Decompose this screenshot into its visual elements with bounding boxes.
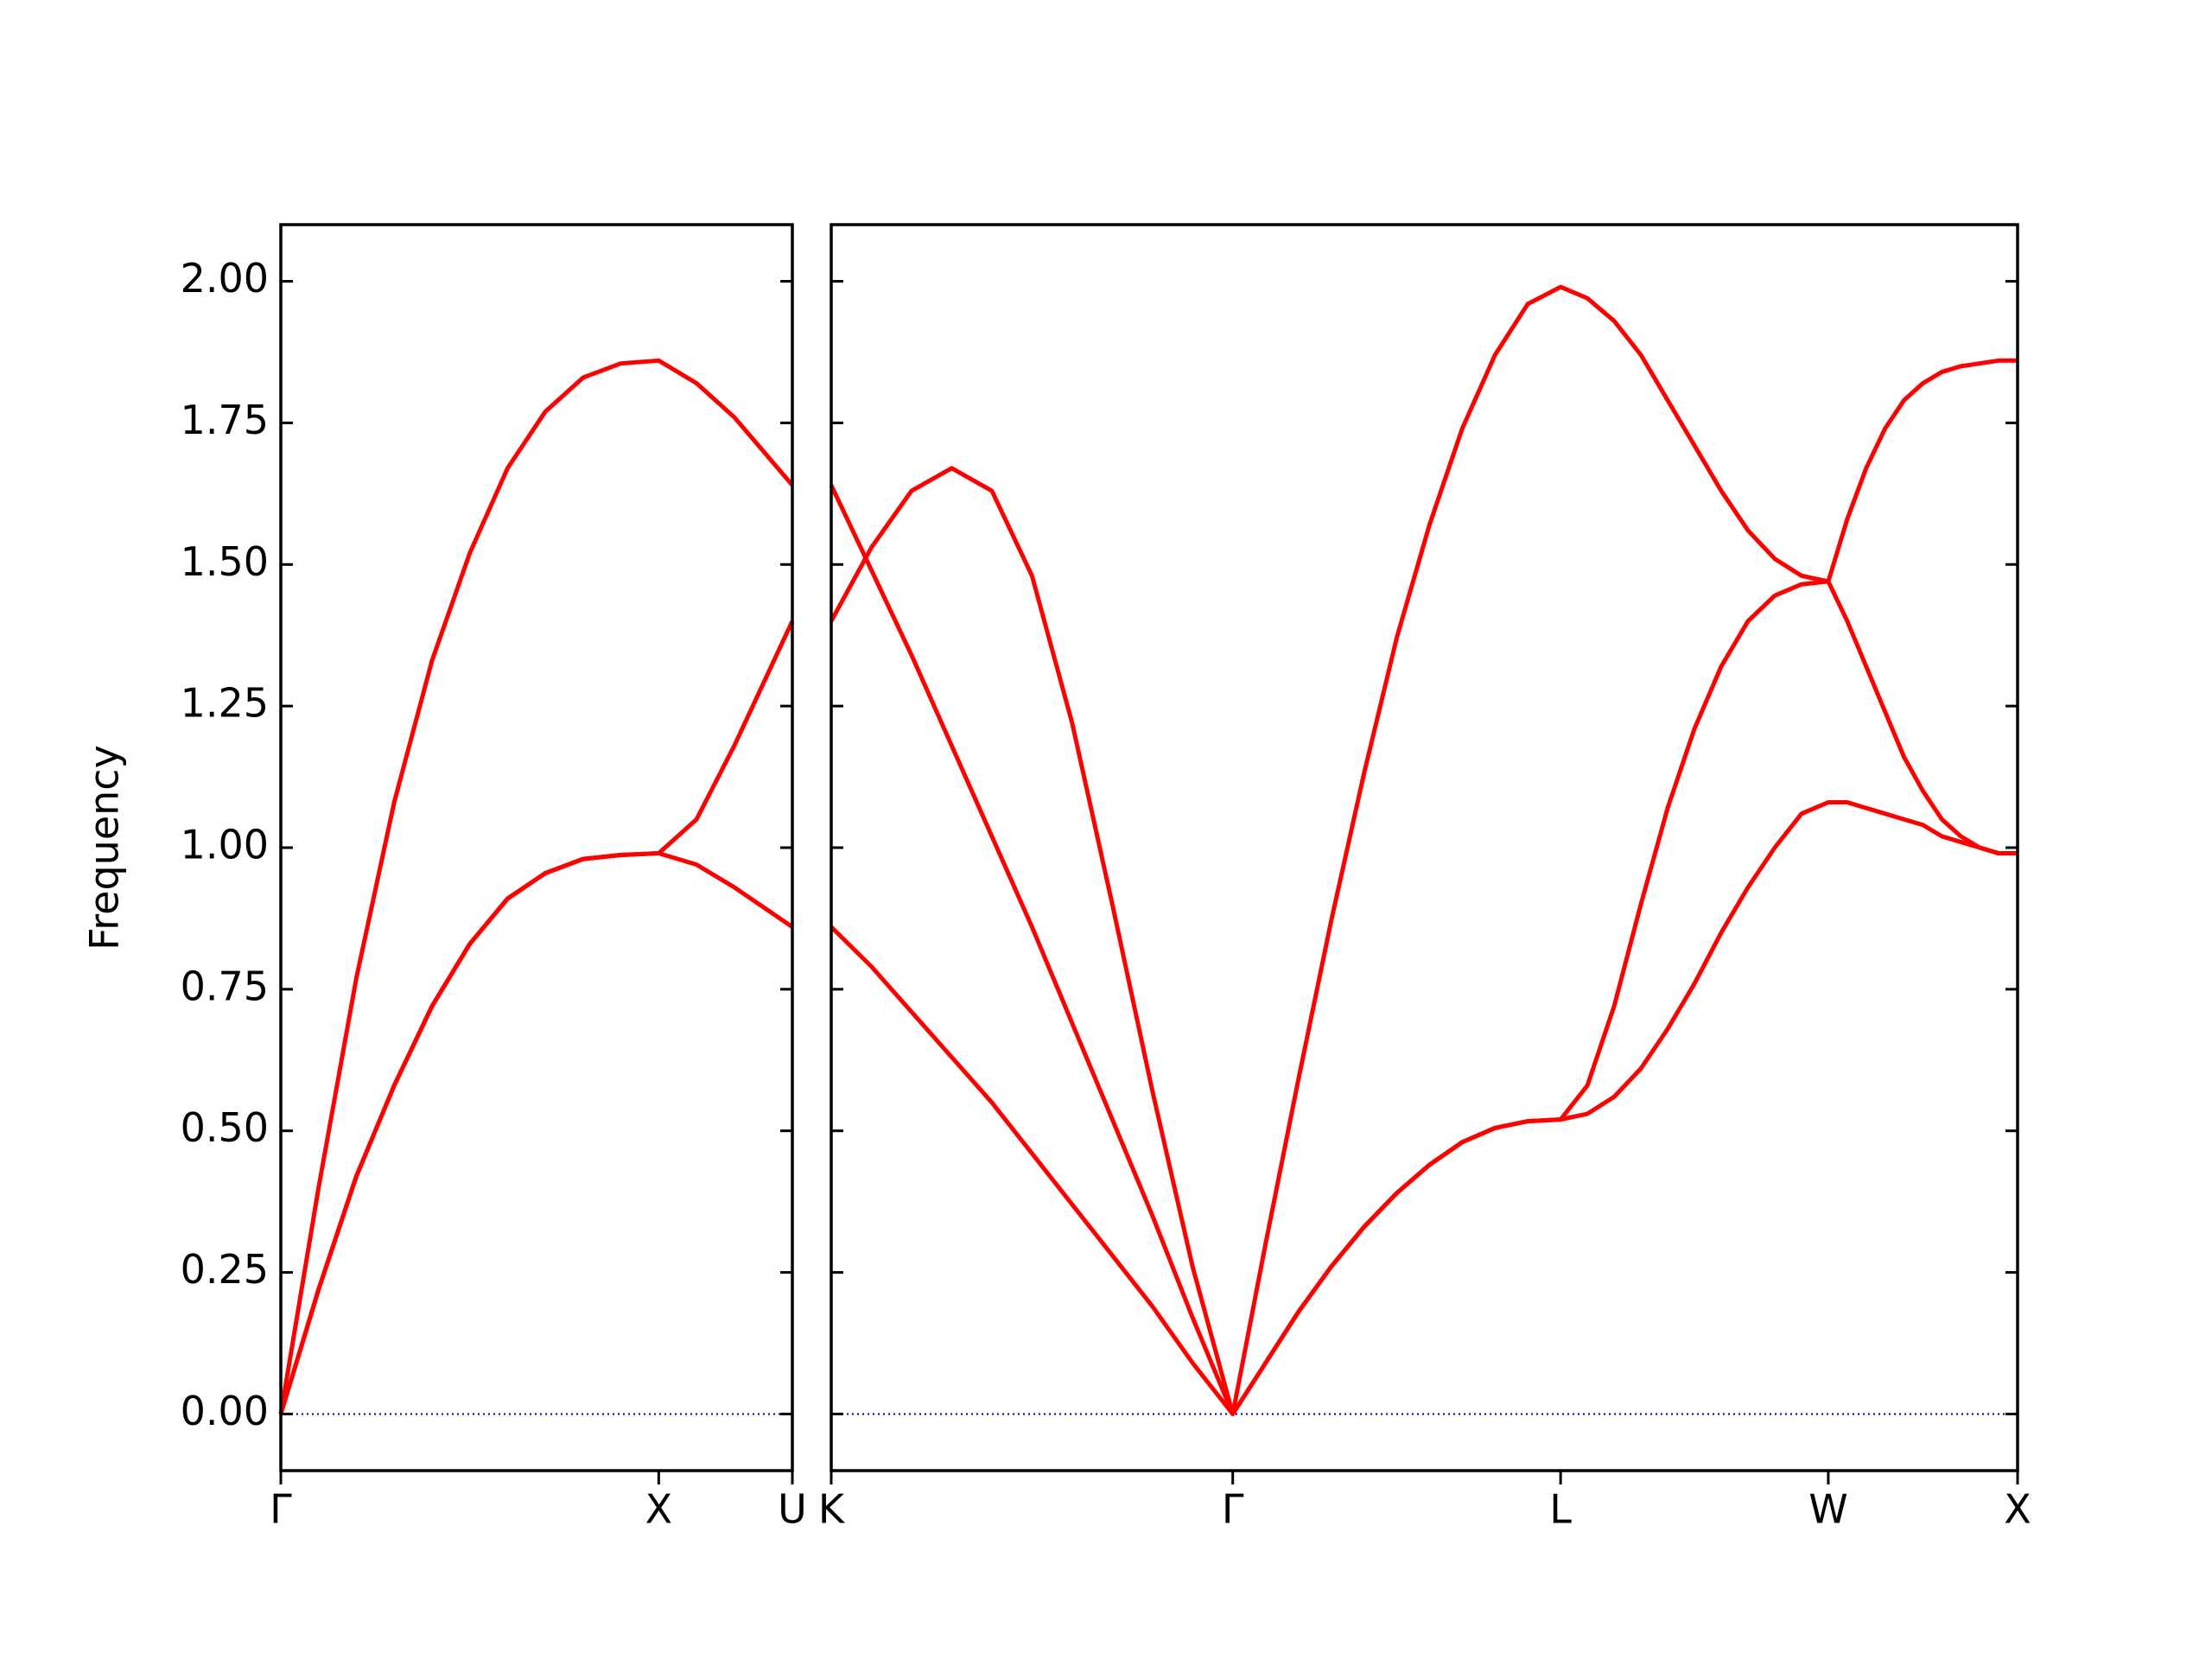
y-tick-label: 0.75 <box>181 963 269 1009</box>
y-tick-label: 1.50 <box>181 538 269 585</box>
y-tick-label: 0.00 <box>181 1388 269 1434</box>
band-line <box>829 284 2018 1416</box>
band-line <box>830 800 2018 1416</box>
band-line <box>278 620 795 1415</box>
x-tick-label: K <box>818 1486 846 1533</box>
x-tick-label: X <box>645 1486 673 1533</box>
plot-frame <box>279 223 794 1472</box>
x-tick-label: X <box>2004 1486 2031 1533</box>
y-tick-label: 1.00 <box>181 822 269 868</box>
x-tick-label: U <box>778 1486 807 1533</box>
plot-frame <box>830 223 2019 1472</box>
y-tick-label: 2.00 <box>181 255 269 302</box>
x-tick-label: Γ <box>270 1486 292 1533</box>
y-axis-label: Frequency <box>81 745 128 950</box>
x-tick-label: Γ <box>1222 1486 1244 1533</box>
y-tick-label: 1.25 <box>181 680 269 727</box>
y-tick-label: 1.75 <box>181 397 269 443</box>
x-tick-label: L <box>1549 1486 1572 1533</box>
band-line <box>278 358 794 1414</box>
y-tick-label: 0.25 <box>181 1246 269 1293</box>
band-line <box>278 851 794 1415</box>
band-line <box>829 484 2018 1416</box>
x-tick-label: W <box>1808 1486 1847 1533</box>
y-tick-label: 0.50 <box>181 1104 269 1151</box>
